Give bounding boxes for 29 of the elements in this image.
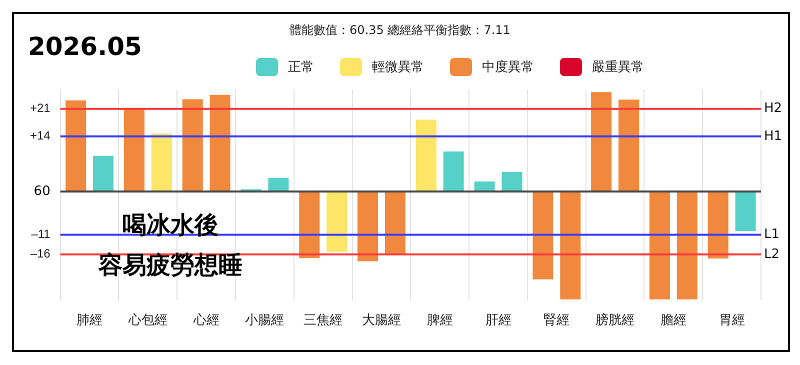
y-tick-label: –16 bbox=[30, 246, 51, 261]
chart-title: 2026.05 bbox=[28, 32, 142, 61]
legend-label: 中度異常 bbox=[481, 59, 534, 76]
y-tick-label: +14 bbox=[30, 128, 51, 143]
x-tick-label: 膀胱經 bbox=[596, 312, 635, 327]
x-tick-label: 肺經 bbox=[76, 312, 103, 327]
x-tick-label: 膽經 bbox=[660, 312, 686, 327]
x-tick-label: 胃經 bbox=[718, 312, 745, 327]
x-tick-label: 小腸經 bbox=[245, 312, 284, 327]
annotation: 喝冰水後 bbox=[122, 211, 218, 240]
text: 60 bbox=[34, 184, 50, 199]
annotation: 容易疲勞想睡 bbox=[97, 251, 242, 280]
ref-line-label: L1 bbox=[764, 227, 780, 242]
x-tick-label: 大腸經 bbox=[362, 312, 401, 327]
ref-line-label: H2 bbox=[764, 101, 782, 116]
ref-line-label: L2 bbox=[764, 246, 780, 262]
legend-label: 正常 bbox=[287, 59, 314, 76]
y-tick-label: +21 bbox=[30, 101, 51, 116]
x-tick-label: 脾經 bbox=[426, 312, 453, 327]
legend-label: 輕微異常 bbox=[371, 59, 424, 76]
legend-label: 嚴重異常 bbox=[591, 59, 644, 76]
ref-line-label: H1 bbox=[764, 128, 782, 144]
chart-subtitle: 體能數值：60.35 總經絡平衡指數：7.11 bbox=[290, 23, 510, 37]
x-tick-label: 三焦經 bbox=[304, 312, 343, 327]
x-tick-label: 心包經 bbox=[127, 312, 168, 327]
y-tick-label: –11 bbox=[31, 227, 51, 242]
x-tick-label: 肝經 bbox=[485, 312, 512, 327]
x-tick-label: 腎經 bbox=[544, 312, 570, 327]
x-tick-label: 心經 bbox=[192, 312, 220, 327]
